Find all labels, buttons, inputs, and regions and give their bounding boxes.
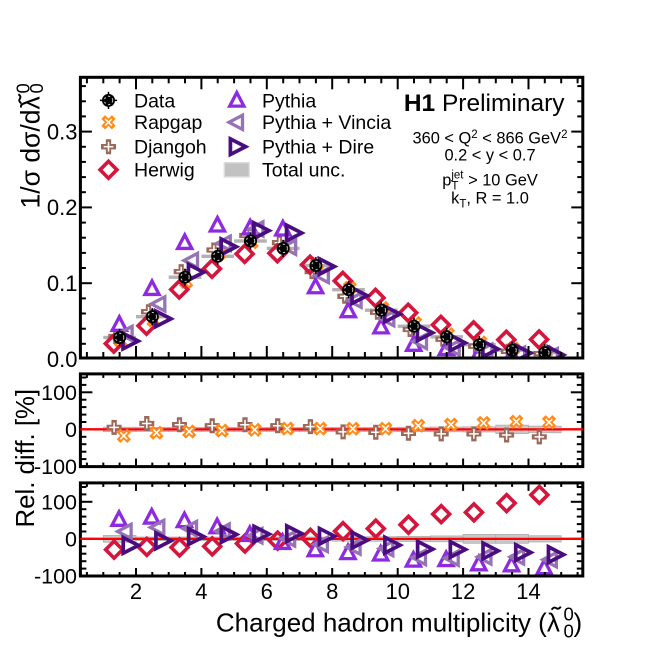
svg-text:100: 100 [41, 490, 77, 514]
svg-text:0: 0 [13, 83, 34, 93]
svg-text:14: 14 [516, 579, 540, 604]
svg-text:Pythia + Dire: Pythia + Dire [262, 137, 374, 159]
svg-text:0: 0 [564, 604, 574, 625]
svg-text:Total unc.: Total unc. [262, 160, 345, 182]
svg-text:-100: -100 [34, 565, 77, 589]
svg-text:0.2: 0.2 [47, 195, 78, 220]
svg-text:100: 100 [41, 381, 77, 405]
svg-text:pTjet > 10 GeV: pTjet > 10 GeV [442, 170, 538, 193]
svg-text:Herwig: Herwig [134, 160, 195, 182]
svg-text:10: 10 [385, 579, 409, 604]
svg-text:Data: Data [134, 90, 175, 112]
svg-text:0.2 < y < 0.7: 0.2 < y < 0.7 [444, 147, 535, 165]
svg-text:0: 0 [564, 621, 574, 642]
svg-text:Rel. diff. [%]: Rel. diff. [%] [12, 389, 40, 528]
svg-text:H1 Preliminary: H1 Preliminary [404, 90, 565, 117]
svg-text:Charged hadron multiplicity (λ: Charged hadron multiplicity (λ [216, 608, 560, 638]
svg-text:2: 2 [130, 579, 142, 604]
svg-text:): ) [574, 608, 583, 638]
svg-text:0: 0 [26, 83, 47, 93]
svg-text:6: 6 [261, 579, 273, 604]
svg-text:0.1: 0.1 [47, 271, 78, 296]
svg-text:-100: -100 [34, 455, 77, 479]
svg-text:Pythia + Vincia: Pythia + Vincia [262, 112, 391, 134]
svg-text:0: 0 [65, 528, 77, 552]
svg-text:0: 0 [65, 418, 77, 442]
svg-text:kT, R = 1.0: kT, R = 1.0 [451, 190, 529, 211]
svg-text:Pythia: Pythia [262, 90, 316, 112]
svg-text:Djangoh: Djangoh [134, 137, 207, 159]
svg-text:12: 12 [451, 579, 475, 604]
svg-text:Rapgap: Rapgap [134, 112, 202, 134]
svg-text:8: 8 [326, 579, 338, 604]
svg-text:4: 4 [195, 579, 207, 604]
svg-text:1/σ dσ/dλ: 1/σ dσ/dλ [16, 95, 46, 208]
svg-text:0.3: 0.3 [47, 119, 78, 144]
svg-text:360 < Q2 < 866 GeV2: 360 < Q2 < 866 GeV2 [413, 129, 568, 148]
svg-text:0.0: 0.0 [47, 347, 78, 372]
